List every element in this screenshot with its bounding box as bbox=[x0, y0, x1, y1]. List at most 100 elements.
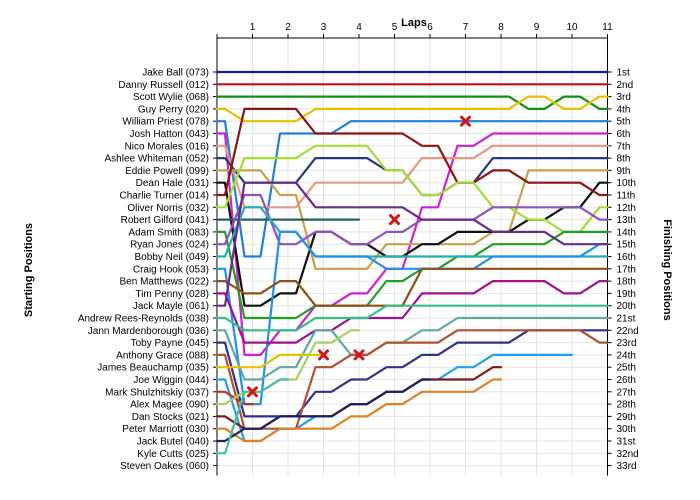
finish-position-label: 9th bbox=[617, 166, 631, 177]
series-line bbox=[215, 120, 609, 258]
finish-position-label: 19th bbox=[617, 289, 636, 300]
finish-position-label: 3rd bbox=[617, 92, 631, 103]
series-line bbox=[215, 95, 609, 123]
y-axis-label-left: Starting Positions bbox=[23, 223, 35, 317]
series-line bbox=[215, 181, 609, 307]
series-line bbox=[215, 280, 609, 344]
start-position-label: Eddie Powell (099) bbox=[125, 166, 209, 177]
start-position-label: James Beauchamp (035) bbox=[97, 363, 209, 374]
retirement-marker bbox=[353, 349, 365, 361]
x-tick-label: 6 bbox=[427, 22, 433, 33]
start-position-label: Bobby Neil (049) bbox=[135, 252, 209, 263]
series-line bbox=[215, 378, 432, 443]
finish-position-label: 12th bbox=[617, 203, 636, 214]
series-lines bbox=[215, 70, 609, 455]
start-position-label: Craig Hook (053) bbox=[133, 264, 209, 275]
finish-position-label: 24th bbox=[617, 350, 636, 361]
finish-position-label: 7th bbox=[617, 141, 631, 152]
x-tick-label: 7 bbox=[463, 22, 469, 33]
series-line bbox=[215, 353, 325, 369]
finish-position-label: 17th bbox=[617, 264, 636, 275]
finish-position-label: 8th bbox=[617, 154, 631, 165]
finish-position-label: 4th bbox=[617, 104, 631, 115]
start-position-label: Andrew Rees-Reynolds (038) bbox=[78, 314, 209, 325]
x-tick-label: 1 bbox=[250, 22, 256, 33]
x-tick-label: 10 bbox=[566, 22, 578, 33]
finish-position-label: 30th bbox=[617, 424, 636, 435]
finish-position-label: 31st bbox=[617, 437, 636, 448]
chart-title: Laps bbox=[401, 17, 427, 29]
start-position-label: Ryan Jones (024) bbox=[130, 240, 209, 251]
x-tick-label: 3 bbox=[321, 22, 327, 33]
start-position-label: Jack Butel (040) bbox=[137, 437, 209, 448]
start-position-label: Nico Morales (016) bbox=[125, 141, 209, 152]
axis-labels: 1 2 3 4 5 6 7 8 9 10 11 Jake Ball (073)Danny Russel… bbox=[78, 22, 639, 472]
start-position-label: Mark Shulzhitskiy (037) bbox=[105, 387, 209, 398]
finish-position-label: 14th bbox=[617, 227, 636, 238]
finish-position-label: 22nd bbox=[617, 326, 639, 337]
start-position-label: Oliver Norris (032) bbox=[127, 203, 209, 214]
finish-position-label: 13th bbox=[617, 215, 636, 226]
finish-position-label: 15th bbox=[617, 240, 636, 251]
start-position-label: Tim Penny (028) bbox=[135, 289, 209, 300]
series-line bbox=[215, 304, 609, 332]
start-position-label: Alex Magee (090) bbox=[130, 400, 209, 411]
finish-position-label: 10th bbox=[617, 178, 636, 189]
series-line bbox=[215, 378, 503, 443]
start-position-label: Ashlee Whiteman (052) bbox=[105, 154, 210, 165]
x-tick-label: 2 bbox=[285, 22, 291, 33]
finish-position-label: 32nd bbox=[617, 449, 639, 460]
start-position-label: Guy Perry (020) bbox=[138, 104, 209, 115]
retirement-marker bbox=[389, 214, 400, 226]
finish-position-label: 20th bbox=[617, 301, 636, 312]
start-position-label: Joe Wiggin (044) bbox=[133, 375, 209, 386]
series-line bbox=[215, 95, 609, 110]
finish-position-label: 25th bbox=[617, 363, 636, 374]
finish-position-label: 6th bbox=[617, 129, 631, 140]
start-position-label: Steven Oakes (060) bbox=[120, 461, 209, 472]
start-position-label: Dean Hale (031) bbox=[136, 178, 209, 189]
start-position-label: Josh Hatton (043) bbox=[130, 129, 210, 140]
finish-position-label: 2nd bbox=[617, 80, 634, 91]
start-position-label: Jann Mardenborough (036) bbox=[88, 326, 209, 337]
start-position-label: Kyle Cutts (025) bbox=[137, 449, 209, 460]
finish-position-label: 29th bbox=[617, 412, 636, 423]
series-line bbox=[215, 267, 609, 307]
series-line bbox=[215, 230, 609, 320]
finish-position-label: 23rd bbox=[617, 338, 637, 349]
start-position-label: Robert Gilford (041) bbox=[121, 215, 209, 226]
x-tick-label: 9 bbox=[534, 22, 540, 33]
start-position-label: Adam Smith (083) bbox=[128, 227, 209, 238]
start-position-label: Charlie Turner (014) bbox=[120, 191, 209, 202]
finish-position-label: 11th bbox=[617, 191, 636, 202]
start-position-label: Jake Ball (073) bbox=[142, 68, 209, 79]
series-line bbox=[215, 230, 609, 406]
finish-position-label: 21st bbox=[617, 314, 636, 325]
series-line bbox=[215, 107, 609, 197]
x-tick-label: 8 bbox=[498, 22, 504, 33]
start-position-label: Ben Matthews (022) bbox=[120, 277, 210, 288]
start-position-label: Toby Payne (045) bbox=[131, 338, 209, 349]
series-line bbox=[215, 316, 609, 381]
retirement-marker bbox=[318, 349, 329, 361]
start-position-label: Dan Stocks (021) bbox=[132, 412, 209, 423]
series-line bbox=[215, 169, 609, 270]
start-position-label: Anthony Grace (088) bbox=[116, 350, 209, 361]
x-tick-label: 11 bbox=[602, 22, 613, 33]
y-axis-label-right: Finishing Positions bbox=[661, 219, 673, 320]
finish-position-label: 5th bbox=[617, 117, 631, 128]
finish-position-label: 33rd bbox=[617, 461, 637, 472]
retirement-marker bbox=[460, 115, 471, 127]
start-position-label: William Priest (078) bbox=[122, 117, 209, 128]
start-position-label: Peter Marriott (030) bbox=[122, 424, 209, 435]
x-tick-label: 5 bbox=[392, 22, 398, 33]
finish-position-label: 26th bbox=[617, 375, 636, 386]
retirement-marker bbox=[247, 386, 258, 398]
finish-position-label: 18th bbox=[617, 277, 636, 288]
finish-position-label: 16th bbox=[617, 252, 636, 263]
start-position-label: Scott Wylie (068) bbox=[133, 92, 209, 103]
start-position-label: Jack Mayle (061) bbox=[133, 301, 209, 312]
x-tick-label: 4 bbox=[356, 22, 362, 33]
